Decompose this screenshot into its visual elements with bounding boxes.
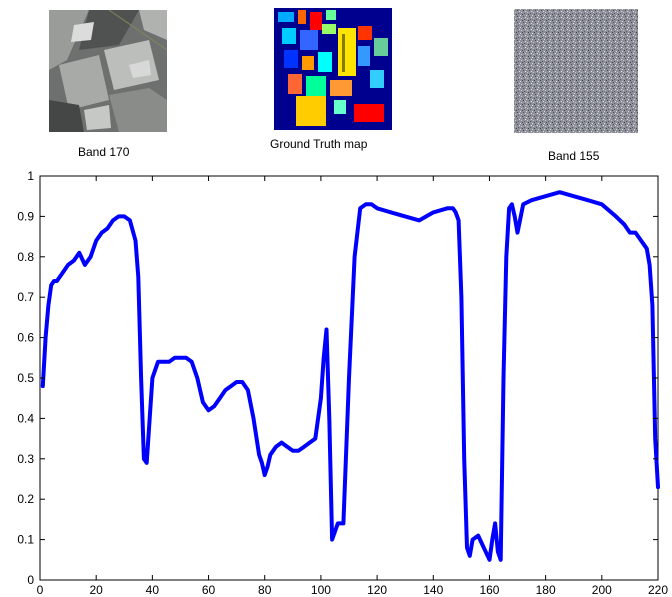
y-tick-label: 0.3 — [17, 452, 34, 466]
y-tick-label: 0.7 — [17, 290, 34, 304]
band-170-label: Band 170 — [78, 145, 130, 159]
x-tick-label: 100 — [311, 583, 331, 597]
ground-truth-map-image — [274, 8, 392, 130]
x-tick-label: 120 — [367, 583, 387, 597]
y-tick-label: 0.1 — [17, 533, 34, 547]
x-tick-label: 40 — [146, 583, 160, 597]
band-155-image — [514, 9, 638, 133]
x-tick-label: 80 — [258, 583, 272, 597]
x-tick-label: 140 — [423, 583, 443, 597]
y-tick-label: 0.4 — [17, 411, 34, 425]
y-tick-label: 0.8 — [17, 250, 34, 264]
x-tick-label: 180 — [536, 583, 556, 597]
series-line-0 — [40, 190, 660, 562]
chart-ticks: 0 20 40 60 80 100 120 140 160 180 200 220 0 0.1 0.2 0.3… — [17, 169, 668, 597]
x-tick-label: 220 — [648, 583, 668, 597]
x-tick-label: 0 — [37, 583, 44, 597]
y-tick-label: 0.6 — [17, 331, 34, 345]
band-155-label: Band 155 — [548, 149, 600, 163]
y-tick-label: 0.2 — [17, 492, 34, 506]
y-tick-label: 0.5 — [17, 371, 34, 385]
chart-plot-area — [40, 190, 660, 562]
y-tick-label: 0.9 — [17, 209, 34, 223]
x-tick-label: 200 — [592, 583, 612, 597]
x-tick-label: 60 — [202, 583, 216, 597]
y-tick-label: 0 — [27, 573, 34, 587]
y-tick-label: 1 — [27, 169, 34, 183]
band-170-image — [49, 10, 167, 132]
ground-truth-map-label: Ground Truth map — [270, 137, 368, 151]
x-tick-label: 160 — [479, 583, 499, 597]
x-tick-label: 20 — [90, 583, 104, 597]
